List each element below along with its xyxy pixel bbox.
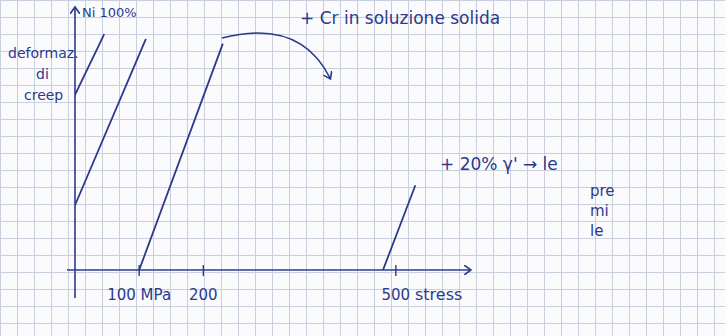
annotation: le [590, 222, 603, 240]
x-tick-label: 500 [382, 286, 411, 304]
x-tick-label: 100 MPa [107, 286, 171, 304]
creep-line [75, 35, 104, 95]
x-tick [203, 265, 204, 276]
y-axis-label-line: deformaz. [8, 45, 79, 61]
y-axis-label: deformaz. di creep [8, 45, 79, 103]
x-axis-label: stress [415, 285, 462, 304]
annotation: pre [590, 182, 615, 200]
x-axis [67, 269, 470, 271]
series-group [75, 35, 415, 270]
creep-line [75, 40, 146, 206]
x-tick [395, 265, 396, 276]
annotation: + 20% γ' → le [440, 154, 558, 174]
annotation: Ni 100% [82, 5, 137, 20]
x-tick-label: 200 [189, 286, 218, 304]
y-axis-label-line: creep [24, 87, 63, 103]
creep-line [139, 44, 222, 270]
arrow [222, 33, 330, 78]
annotation: + Cr in soluzione solida [300, 8, 500, 28]
y-axis-label-line: di [36, 66, 49, 82]
annotation: mi [590, 202, 609, 220]
creep-line [383, 186, 415, 270]
